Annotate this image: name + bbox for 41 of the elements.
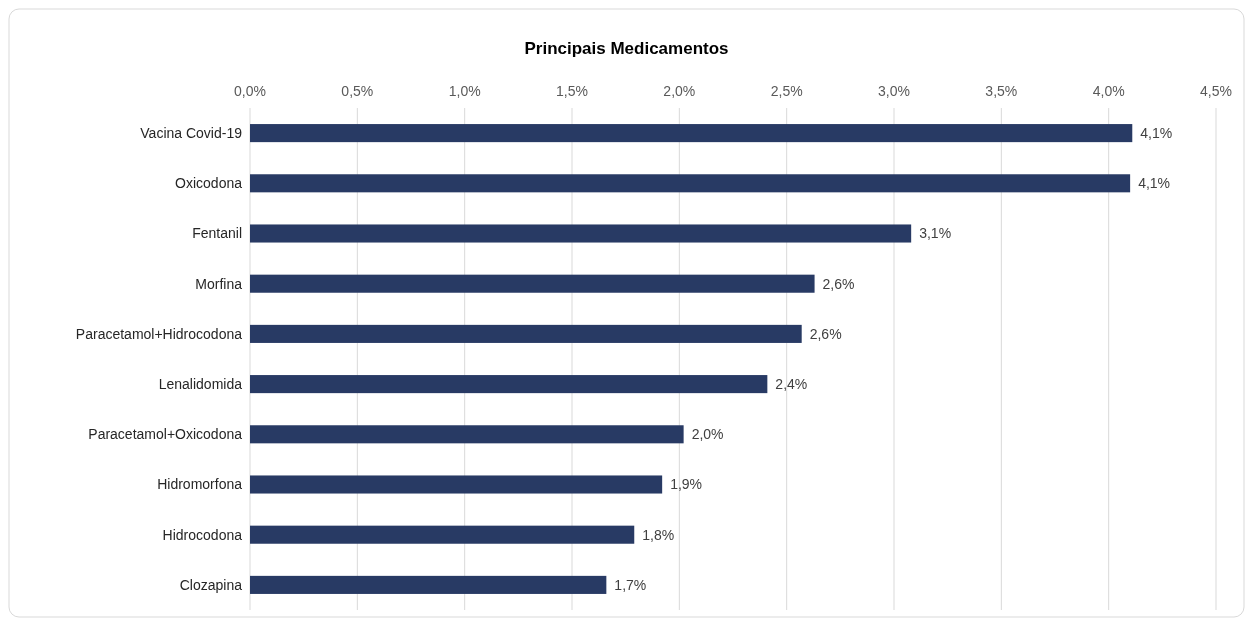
x-tick-label: 0,0% <box>234 83 266 99</box>
data-label: 2,0% <box>691 426 724 443</box>
x-tick-label: 4,0% <box>1092 83 1125 99</box>
y-tick-label: Morfina <box>195 275 243 292</box>
x-tick-label: 1,0% <box>448 83 481 99</box>
chart-title: Principais Medicamentos <box>524 39 729 58</box>
y-tick-label: Paracetamol+Oxicodona <box>88 426 243 443</box>
bar <box>250 375 768 394</box>
bar <box>250 224 912 243</box>
x-tick-label: 3,0% <box>878 83 910 99</box>
y-tick-label: Vacina Covid-19 <box>140 125 243 141</box>
x-tick-label: 3,5% <box>985 83 1018 99</box>
x-tick-label: 1,5% <box>556 83 588 99</box>
y-tick-label: Oxicodona <box>175 175 243 192</box>
data-label: 4,1% <box>1140 125 1173 141</box>
bar <box>250 425 684 444</box>
data-label: 1,8% <box>642 526 675 543</box>
x-tick-label: 2,0% <box>663 83 696 99</box>
x-tick-label: 4,5% <box>1200 83 1232 99</box>
y-tick-label: Paracetamol+Hidrocodona <box>75 325 243 342</box>
x-tick-label: 0,5% <box>341 83 374 99</box>
bar <box>250 324 802 343</box>
y-tick-label: Hidrocodona <box>162 526 243 543</box>
data-label: 3,1% <box>919 225 952 242</box>
data-label: 1,7% <box>614 576 647 593</box>
data-label: 2,4% <box>775 376 808 392</box>
bar <box>250 525 635 544</box>
data-label: 4,1% <box>1138 175 1171 192</box>
bar <box>250 124 1133 143</box>
bar <box>250 174 1131 193</box>
bar <box>250 475 663 494</box>
x-tick-label: 2,5% <box>770 83 803 99</box>
data-label: 2,6% <box>822 275 855 292</box>
bar <box>250 274 815 293</box>
y-tick-label: Hidromorfona <box>157 476 243 493</box>
data-label: 2,6% <box>809 325 842 342</box>
data-label: 1,9% <box>670 476 703 493</box>
y-tick-label: Clozapina <box>179 576 243 593</box>
y-tick-label: Fentanil <box>192 225 242 242</box>
y-tick-label: Lenalidomida <box>158 376 243 392</box>
bar <box>250 575 607 594</box>
